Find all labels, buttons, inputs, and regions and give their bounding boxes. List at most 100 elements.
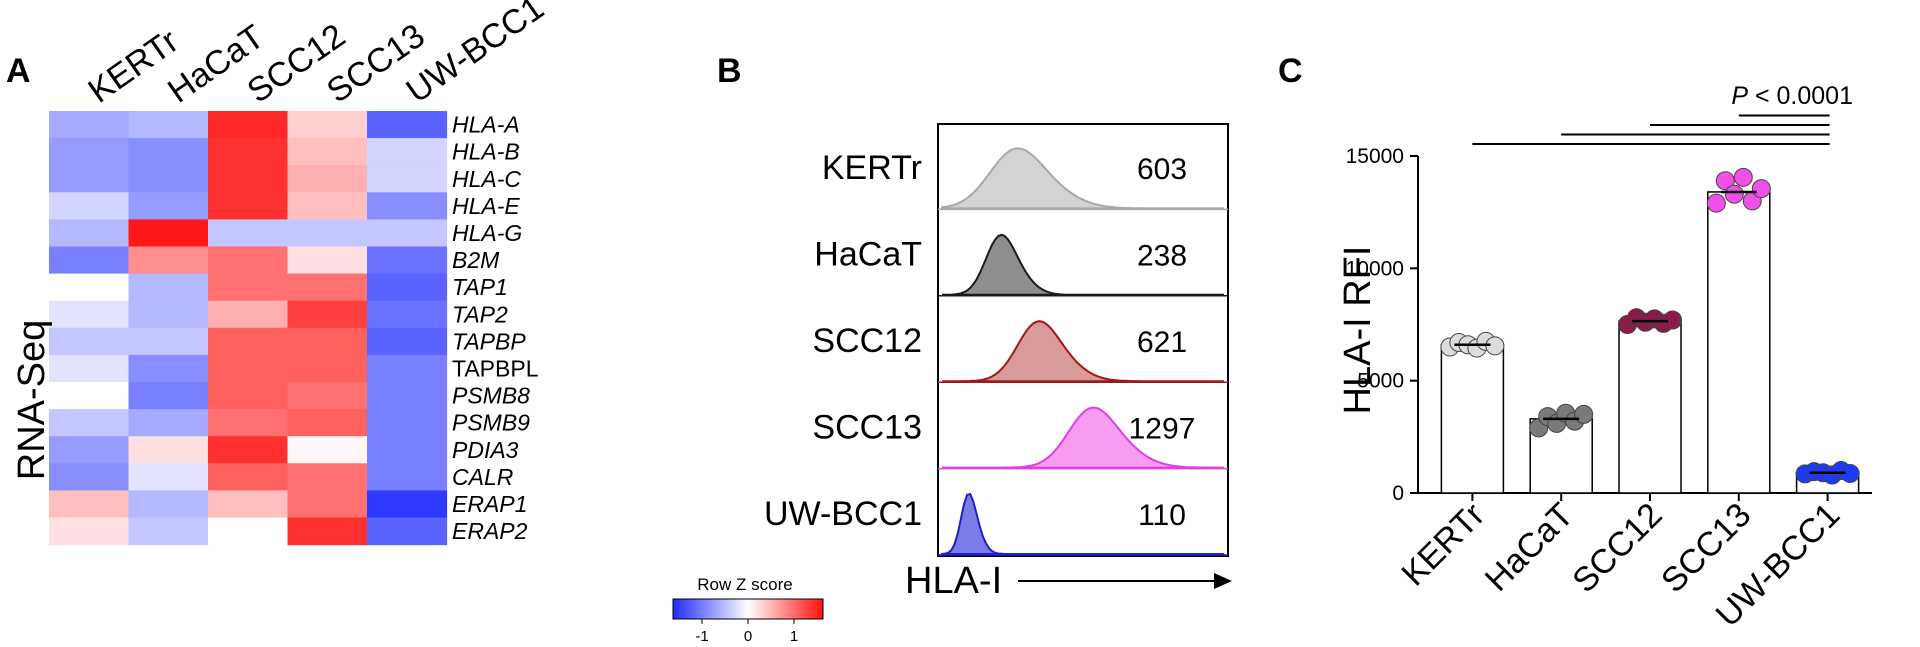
heatmap-cell <box>49 165 130 193</box>
heatmap-cell <box>208 463 289 491</box>
data-point <box>1751 179 1771 199</box>
heatmap-cell <box>367 382 448 410</box>
data-point <box>1724 184 1744 204</box>
bar <box>1440 343 1505 494</box>
heatmap-gene-label: ERAP2 <box>452 518 528 544</box>
heatmap-gene-label: TAP1 <box>452 274 508 300</box>
heatmap-cell <box>128 246 209 275</box>
heatmap-cell <box>49 300 130 329</box>
heatmap-gene-label: HLA-G <box>452 220 522 246</box>
heatmap-y-label: RNA-Seq <box>11 320 53 481</box>
heatmap-cell <box>208 382 289 410</box>
heatmap-cell <box>208 138 289 166</box>
heatmap-gene-label: CALR <box>452 464 513 490</box>
heatmap-cell <box>208 246 289 275</box>
heatmap-cell <box>287 300 368 329</box>
histogram-stack: KERTr 603 HaCaT 238 SCC12 621 SCC13 1297 UW-BCC1… <box>764 147 1228 556</box>
heatmap-cell <box>367 138 448 166</box>
histogram-curve <box>941 492 1224 555</box>
heatmap-cell <box>128 300 209 329</box>
z-score-legend: Row Z score -1 0 1 <box>672 575 824 645</box>
histogram-mfi-value: 238 <box>1137 240 1187 273</box>
y-tick-label: 5000 <box>1357 370 1404 393</box>
data-point <box>1706 193 1726 213</box>
heatmap-gene-label: PSMB9 <box>452 410 530 436</box>
heatmap-cell <box>287 354 368 383</box>
heatmap-column-label: KERTr <box>82 22 186 111</box>
heatmap-gene-label: HLA-C <box>452 166 521 192</box>
heatmap-cell <box>287 138 368 166</box>
panel-letter-b: B <box>717 52 742 90</box>
heatmap-cell <box>367 463 448 491</box>
heatmap-gene-label: TAPBPL <box>452 355 539 381</box>
heatmap-cell <box>128 165 209 193</box>
heatmap-cell <box>287 463 368 491</box>
heatmap-cell <box>128 463 209 491</box>
panel-letter-a: A <box>6 52 31 90</box>
heatmap-cell <box>208 111 289 139</box>
heatmap-cell <box>367 300 448 329</box>
bar-chart: 050001000015000KERTrHaCaTSCC12SCC13UW-BC… <box>1346 114 1872 634</box>
heatmap <box>49 111 448 546</box>
heatmap-cell <box>49 327 130 356</box>
legend-tick-low: -1 <box>695 628 708 645</box>
y-tick-label: 10000 <box>1346 257 1404 280</box>
heatmap-cell <box>208 436 289 464</box>
heatmap-cell <box>128 192 209 220</box>
heatmap-cell <box>49 436 130 464</box>
heatmap-gene-label: TAPBP <box>452 328 526 354</box>
heatmap-cell <box>367 409 448 437</box>
heatmap-cell <box>128 111 209 139</box>
heatmap-cell <box>128 436 209 464</box>
heatmap-cell <box>287 192 368 220</box>
bar-y-label: HLA-I RFI <box>1337 246 1379 415</box>
heatmap-cell <box>49 273 130 302</box>
heatmap-cell <box>208 327 289 356</box>
heatmap-gene-label: ERAP1 <box>452 491 527 517</box>
histogram-mfi-value: 110 <box>1138 499 1186 532</box>
histogram-curve <box>941 147 1224 210</box>
heatmap-cell <box>208 165 289 193</box>
heatmap-cell <box>287 436 368 464</box>
heatmap-cell <box>208 219 289 248</box>
y-tick-label: 0 <box>1392 482 1404 505</box>
heatmap-cell <box>367 517 448 546</box>
heatmap-cell <box>128 517 209 546</box>
histogram-curve <box>942 320 1224 383</box>
significance-label: P < 0.0001 <box>1731 82 1853 110</box>
histogram-sample-label: SCC12 <box>812 322 922 360</box>
legend-tick-mid: 0 <box>744 628 752 645</box>
heatmap-cell <box>287 382 368 410</box>
heatmap-cell <box>49 382 130 410</box>
heatmap-cell <box>208 273 289 302</box>
heatmap-cell <box>128 354 209 383</box>
heatmap-cell <box>128 138 209 166</box>
heatmap-cell <box>287 327 368 356</box>
heatmap-gene-labels: HLA-AHLA-BHLA-CHLA-EHLA-GB2MTAP1TAP2TAPB… <box>452 112 539 544</box>
heatmap-cell <box>367 165 448 193</box>
data-point <box>1574 404 1594 424</box>
heatmap-cell <box>287 219 368 248</box>
histogram-mfi-value: 1297 <box>1129 412 1196 445</box>
data-point <box>1733 167 1753 187</box>
heatmap-cell <box>287 490 368 519</box>
histogram-sample-label: KERTr <box>822 149 922 187</box>
legend-tick-high: 1 <box>790 628 798 645</box>
histogram-x-label: HLA-I <box>905 560 1002 602</box>
heatmap-cell <box>367 192 448 220</box>
heatmap-cell <box>208 300 289 329</box>
heatmap-cell <box>49 219 130 248</box>
heatmap-gene-label: TAP2 <box>452 301 508 327</box>
heatmap-cell <box>128 219 209 248</box>
heatmap-cell <box>49 138 130 166</box>
heatmap-cell <box>208 409 289 437</box>
heatmap-cell <box>367 219 448 248</box>
x-category-label: SCC12 <box>1565 496 1669 600</box>
bar <box>1618 320 1682 494</box>
heatmap-cell <box>208 517 289 546</box>
heatmap-cell <box>128 273 209 302</box>
heatmap-gene-label: B2M <box>452 247 500 273</box>
heatmap-gene-label: HLA-B <box>452 139 520 165</box>
histogram-curve <box>942 406 1224 469</box>
